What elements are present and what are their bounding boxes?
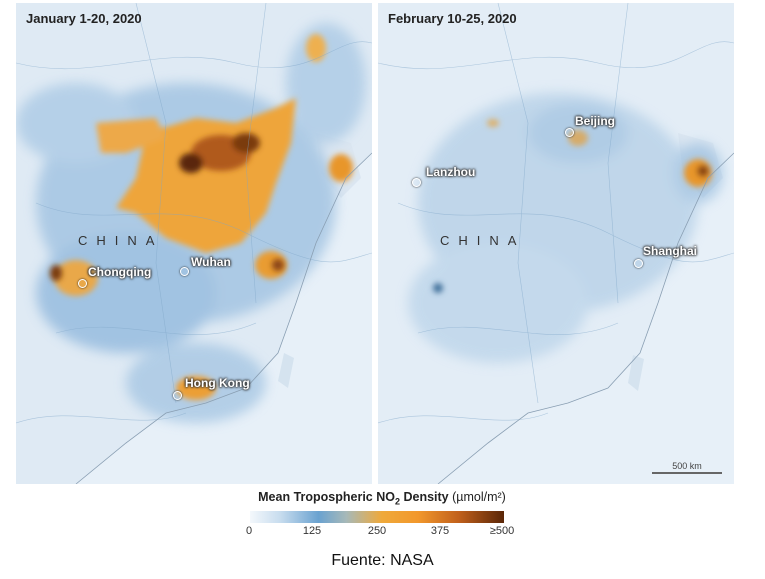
legend-tick: ≥500 bbox=[489, 524, 515, 537]
city-marker-beijing bbox=[565, 128, 574, 137]
country-label-china: CHINA bbox=[78, 233, 164, 248]
map-panel-february: February 10-25, 2020 CHINA Beijing Lanzh… bbox=[378, 3, 734, 484]
source-caption: Fuente: NASA bbox=[331, 552, 434, 569]
city-label-beijing: Beijing bbox=[575, 114, 616, 128]
legend-tick: 375 bbox=[430, 524, 450, 537]
panel-date-label: January 1-20, 2020 bbox=[26, 11, 142, 26]
scale-bar-line bbox=[652, 472, 722, 474]
color-legend: Mean Tropospheric NO2 Density (µmol/m²) … bbox=[232, 490, 532, 541]
legend-unit: (µmol/m²) bbox=[452, 490, 506, 504]
legend-tick: 250 bbox=[367, 524, 387, 537]
legend-ticks: 0 125 250 375 ≥500 bbox=[232, 525, 532, 541]
city-label-hong-kong: Hong Kong bbox=[185, 376, 250, 390]
city-marker-wuhan bbox=[180, 267, 189, 276]
legend-title-main: Mean Tropospheric NO bbox=[258, 490, 395, 504]
scale-label: 500 km bbox=[672, 461, 702, 471]
legend-tick: 0 bbox=[245, 524, 253, 537]
city-marker-hong-kong bbox=[173, 391, 182, 400]
legend-title-tail: Density bbox=[400, 490, 449, 504]
legend-tick: 125 bbox=[302, 524, 322, 537]
legend-title-subscript: 2 bbox=[394, 496, 400, 507]
city-marker-shanghai bbox=[634, 259, 643, 268]
city-label-wuhan: Wuhan bbox=[191, 255, 231, 269]
city-label-chongqing: Chongqing bbox=[88, 265, 152, 279]
scale-bar: 500 km bbox=[652, 461, 722, 474]
map-panel-january: January 1-20, 2020 CHINA Chongqing Wuhan… bbox=[16, 3, 372, 484]
no2-map-january bbox=[16, 3, 372, 484]
city-marker-chongqing bbox=[78, 279, 87, 288]
city-label-shanghai: Shanghai bbox=[643, 244, 698, 258]
city-marker-lanzhou bbox=[412, 178, 421, 187]
country-label-china: CHINA bbox=[440, 233, 526, 248]
legend-color-ramp bbox=[250, 510, 504, 523]
legend-title: Mean Tropospheric NO2 Density (µmol/m²) bbox=[232, 490, 532, 507]
city-label-lanzhou: Lanzhou bbox=[426, 165, 476, 179]
panel-date-label: February 10-25, 2020 bbox=[388, 11, 517, 26]
